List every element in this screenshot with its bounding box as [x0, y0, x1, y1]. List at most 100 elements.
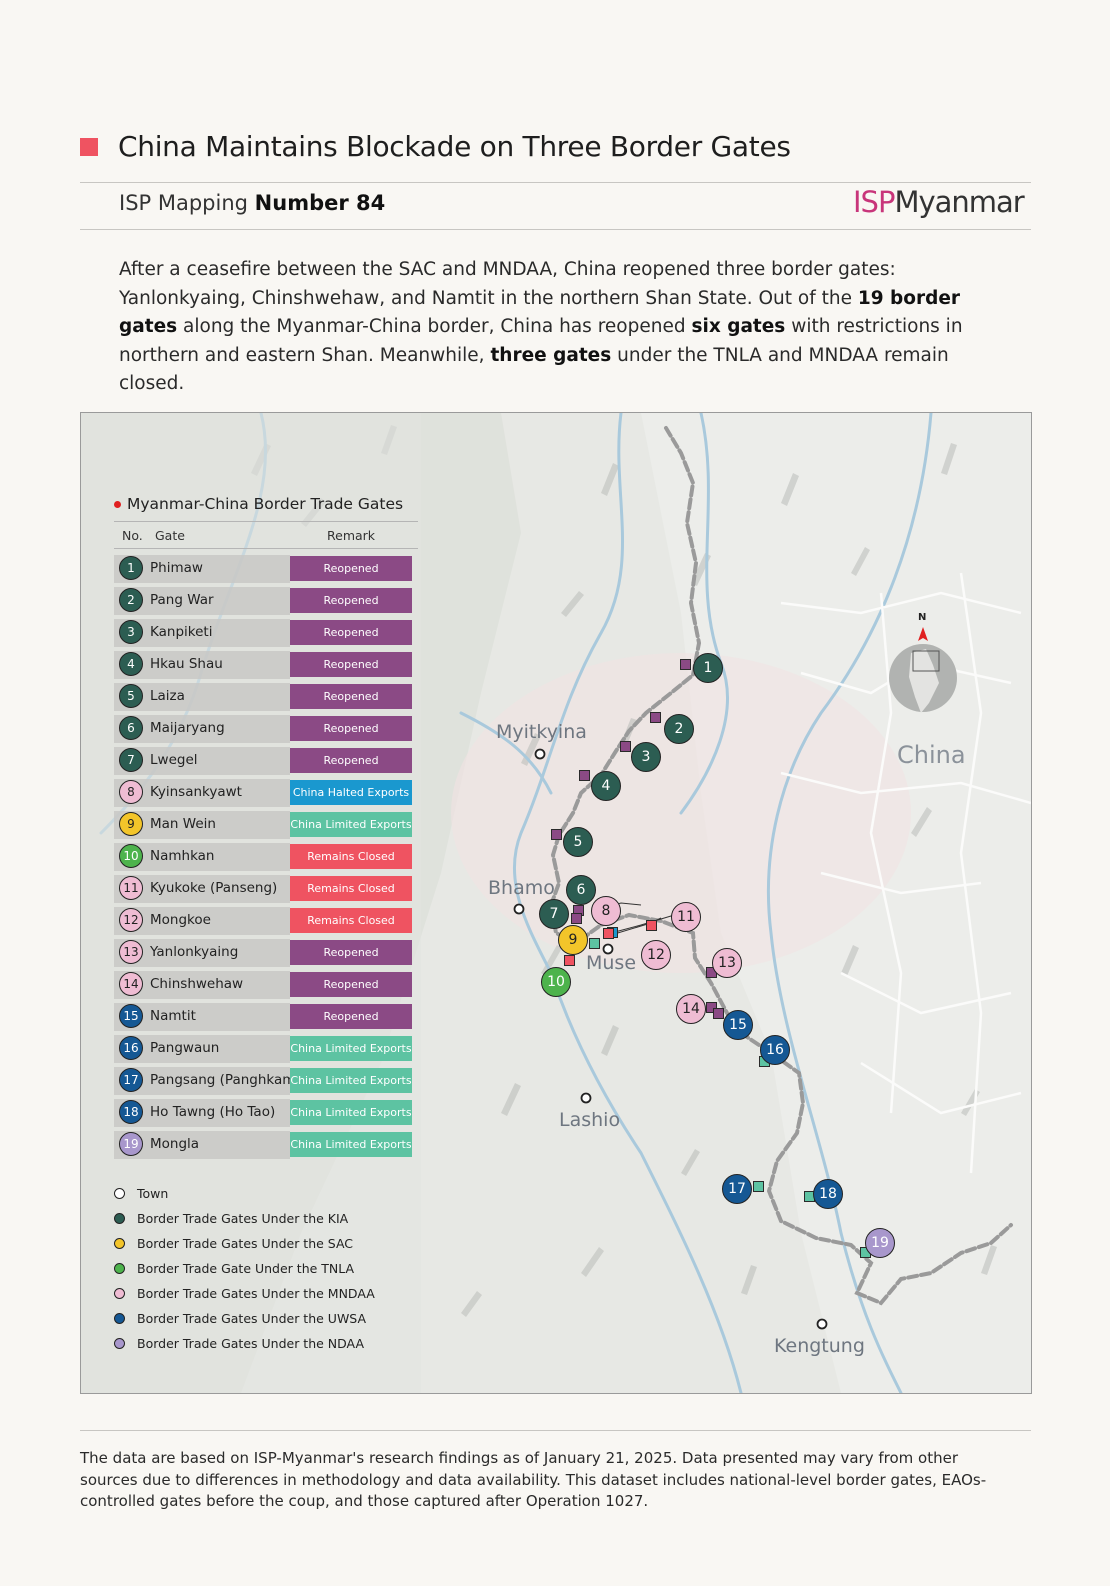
gate-remark-badge: China Limited Exports	[290, 1132, 412, 1157]
gate-status-marker	[551, 829, 562, 840]
gate-remark-badge: China Limited Exports	[290, 1036, 412, 1061]
gate-status-marker	[571, 913, 582, 924]
row-bg	[114, 1035, 290, 1063]
gate-status-marker	[603, 928, 614, 939]
gate-remark-badge: Reopened	[290, 620, 412, 645]
legend-key: Town	[114, 1186, 168, 1201]
gate-number-badge: 4	[119, 652, 143, 676]
gate-number-badge: 5	[119, 684, 143, 708]
gate-name: Mongla	[150, 1136, 200, 1152]
table-row: 6 Maijaryang Reopened	[114, 715, 416, 743]
gate-remark-badge: Reopened	[290, 940, 412, 965]
map-gate-marker: 19	[865, 1228, 895, 1258]
table-row: 1 Phimaw Reopened	[114, 555, 416, 583]
table-row: 2 Pang War Reopened	[114, 587, 416, 615]
gate-name: Laiza	[150, 688, 185, 704]
gate-remark-badge: Reopened	[290, 972, 412, 997]
gate-status-marker	[620, 741, 631, 752]
map-gate-marker: 18	[813, 1179, 843, 1209]
gate-number-badge: 10	[119, 844, 143, 868]
subtitle-number: Number 84	[254, 191, 386, 215]
map-gate-marker: 15	[723, 1010, 753, 1040]
row-bg	[114, 715, 290, 743]
legend-swatch	[114, 1238, 125, 1249]
gate-name: Kanpiketi	[150, 624, 213, 640]
gate-number-badge: 14	[119, 972, 143, 996]
border-map: Myanmar-China Border Trade Gates No. Gat…	[80, 412, 1032, 1394]
subtitle-prefix: ISP Mapping	[119, 191, 248, 215]
title-marker	[80, 137, 98, 156]
legend-title: Myanmar-China Border Trade Gates	[114, 495, 403, 513]
town-label-muse: Muse	[586, 952, 637, 974]
town-label-lashio: Lashio	[559, 1109, 621, 1131]
gate-name: Lwegel	[150, 752, 198, 768]
gate-remark-badge: China Limited Exports	[290, 812, 412, 837]
town-label-kengtung: Kengtung	[774, 1335, 865, 1357]
legend-key: Border Trade Gates Under the MNDAA	[114, 1286, 375, 1301]
gate-remark-badge: Reopened	[290, 684, 412, 709]
subtitle: ISP Mapping Number 84	[119, 191, 385, 215]
footnote: The data are based on ISP-Myanmar's rese…	[80, 1449, 987, 1510]
row-bg	[114, 1099, 290, 1127]
col-gate: Gate	[155, 528, 185, 543]
intro-paragraph: After a ceasefire between the SAC and MN…	[119, 259, 963, 394]
table-row: 15 Namtit Reopened	[114, 1003, 416, 1031]
legend-key: Border Trade Gate Under the TNLA	[114, 1261, 354, 1276]
table-row: 7 Lwegel Reopened	[114, 747, 416, 775]
row-bg	[114, 907, 290, 935]
gate-number-badge: 6	[119, 716, 143, 740]
table-header: No. Gate Remark	[114, 521, 418, 549]
gate-status-marker	[680, 659, 691, 670]
legend-key-label: Border Trade Gates Under the NDAA	[137, 1336, 365, 1351]
gate-name: Maijaryang	[150, 720, 225, 736]
gate-name: Yanlonkyaing	[150, 944, 239, 960]
map-gate-marker: 2	[664, 714, 694, 744]
footnote-rule	[80, 1430, 1031, 1431]
gate-name: Ho Tawng (Ho Tao)	[150, 1104, 276, 1120]
row-bg	[114, 555, 290, 583]
gate-number-badge: 2	[119, 588, 143, 612]
gate-name: Kyinsankyawt	[150, 784, 242, 800]
legend-key: Border Trade Gates Under the UWSA	[114, 1311, 366, 1326]
row-bg	[114, 939, 290, 967]
map-gate-marker: 8	[591, 896, 621, 926]
gate-name: Pangwaun	[150, 1040, 220, 1056]
legend-swatch	[114, 1288, 125, 1299]
gate-name: Hkau Shau	[150, 656, 223, 672]
gate-remark-badge: China Limited Exports	[290, 1068, 412, 1093]
gate-remark-badge: Reopened	[290, 588, 412, 613]
north-arrow-label: N	[918, 612, 927, 623]
legend-key: Border Trade Gates Under the SAC	[114, 1236, 353, 1251]
gate-name: Mongkoe	[150, 912, 211, 928]
row-bg	[114, 843, 290, 871]
table-row: 18 Ho Tawng (Ho Tao) China Limited Exports	[114, 1099, 416, 1127]
town-label-myitkyina: Myitkyina	[496, 721, 587, 743]
table-row: 16 Pangwaun China Limited Exports	[114, 1035, 416, 1063]
gate-remark-badge: Reopened	[290, 1004, 412, 1029]
title-row: China Maintains Blockade on Three Border…	[80, 130, 791, 163]
map-gate-marker: 17	[722, 1174, 752, 1204]
gate-number-badge: 12	[119, 908, 143, 932]
row-bg	[114, 651, 290, 679]
gate-remark-badge: Remains Closed	[290, 908, 412, 933]
map-gate-marker: 9	[558, 925, 588, 955]
map-gate-marker: 4	[591, 771, 621, 801]
header-rule-top	[80, 182, 1031, 183]
table-row: 17 Pangsang (Panghkam) China Limited Expor…	[114, 1067, 416, 1095]
row-bg	[114, 779, 290, 807]
row-bg	[114, 1067, 290, 1095]
gate-remark-badge: Reopened	[290, 716, 412, 741]
gate-remark-badge: China Halted Exports	[290, 780, 412, 805]
map-gate-marker: 3	[631, 742, 661, 772]
gate-number-badge: 9	[119, 812, 143, 836]
map-gate-marker: 16	[760, 1035, 790, 1065]
table-row: 10 Namhkan Remains Closed	[114, 843, 416, 871]
row-bg	[114, 971, 290, 999]
gate-number-badge: 16	[119, 1036, 143, 1060]
map-gate-marker: 1	[693, 653, 723, 683]
gate-name: Phimaw	[150, 560, 203, 576]
gate-number-badge: 17	[119, 1068, 143, 1092]
gate-name: Pang War	[150, 592, 214, 608]
gate-remark-badge: China Limited Exports	[290, 1100, 412, 1125]
gate-status-marker	[646, 920, 657, 931]
